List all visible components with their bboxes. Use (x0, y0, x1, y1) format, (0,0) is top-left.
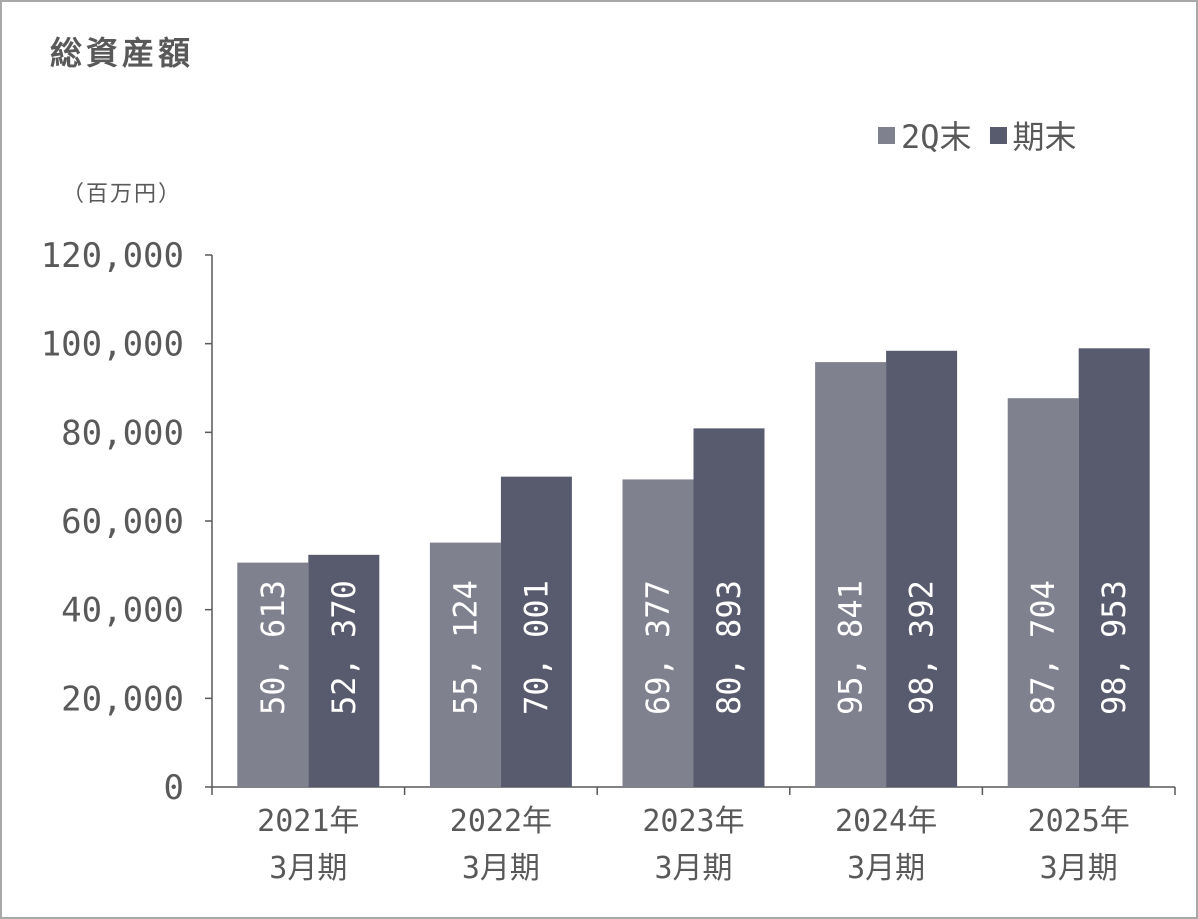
chart-title: 総資産額 (50, 34, 195, 72)
bar-value-label: 98, 392 (903, 580, 941, 715)
y-tick-label: 0 (164, 768, 184, 808)
x-category-label-period: 3月期 (1040, 851, 1118, 886)
legend-item-annual: 期末 (989, 112, 1077, 158)
x-category-label-year: 2025年 (1028, 804, 1130, 839)
bar-q2 (237, 562, 309, 787)
legend-label-q2: 2Q末 (901, 118, 972, 156)
bar-value-label: 87, 704 (1024, 580, 1062, 715)
bar-value-label: 50, 613 (254, 580, 292, 715)
bar-q2 (815, 362, 887, 787)
x-category-label-year: 2021年 (257, 804, 359, 839)
bar-q2 (1007, 398, 1079, 787)
y-tick-label: 80,000 (61, 413, 184, 453)
y-tick-label: 120,000 (41, 236, 184, 276)
x-category-label-period: 3月期 (847, 851, 925, 886)
y-tick-label: 100,000 (41, 325, 184, 365)
bar-q2 (622, 479, 694, 787)
x-category-label-period: 3月期 (654, 851, 732, 886)
bar-value-label: 98, 953 (1095, 580, 1133, 715)
legend-label-annual: 期末 (1012, 118, 1077, 156)
bar-q2 (429, 542, 501, 787)
bar-value-label: 80, 893 (710, 580, 748, 715)
y-axis-unit-label: （百万円） (62, 182, 183, 207)
legend-swatch-annual (989, 126, 1007, 144)
bar-annual (1078, 348, 1150, 787)
legend: 2Q末 期末 (878, 112, 1095, 158)
bar-annual (693, 428, 765, 787)
bar-value-label: 69, 377 (639, 580, 677, 715)
x-category-label-period: 3月期 (269, 851, 347, 886)
legend-swatch-q2 (878, 126, 895, 144)
x-category-label-period: 3月期 (462, 851, 540, 886)
legend-item-q2: 2Q末 (878, 112, 972, 158)
y-tick-label: 40,000 (61, 591, 184, 631)
bar-value-label: 70, 001 (517, 580, 555, 715)
x-category-label-year: 2023年 (642, 804, 744, 839)
x-category-label-year: 2024年 (835, 804, 937, 839)
y-tick-label: 20,000 (61, 679, 184, 719)
bar-annual (500, 476, 572, 787)
bar-value-label: 55, 124 (446, 580, 484, 715)
bar-annual (886, 350, 958, 787)
bar-value-label: 95, 841 (832, 580, 870, 715)
y-tick-label: 60,000 (61, 502, 184, 542)
bar-annual (308, 554, 380, 787)
bar-value-label: 52, 370 (325, 580, 363, 715)
x-category-label-year: 2022年 (450, 804, 552, 839)
